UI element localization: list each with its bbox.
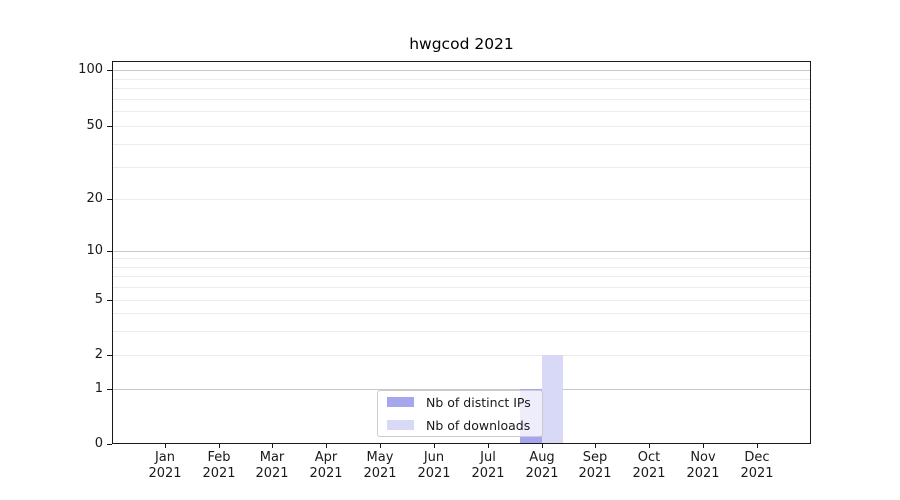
y-gridline-minor bbox=[113, 276, 810, 278]
y-tick-label: 1 bbox=[94, 381, 103, 396]
x-tick-mark bbox=[165, 444, 166, 448]
legend: Nb of distinct IPs Nb of downloads bbox=[377, 390, 543, 437]
x-tick-label: Jul 2021 bbox=[471, 450, 505, 481]
y-gridline-minor bbox=[113, 111, 810, 113]
legend-item-downloads: Nb of downloads bbox=[387, 415, 542, 436]
x-tick-label: Aug 2021 bbox=[525, 450, 559, 481]
y-tick-label: 5 bbox=[94, 292, 103, 307]
legend-label-distinct-ips: Nb of distinct IPs bbox=[426, 394, 531, 410]
x-tick-mark bbox=[703, 444, 704, 448]
y-gridline-minor bbox=[113, 330, 810, 332]
y-tick-mark bbox=[107, 444, 112, 445]
y-gridline-minor bbox=[113, 78, 810, 80]
y-gridline-major bbox=[113, 70, 810, 71]
x-tick-mark bbox=[219, 444, 220, 448]
plot-area: Nb of distinct IPs Nb of downloads bbox=[112, 61, 811, 444]
legend-label-downloads: Nb of downloads bbox=[426, 417, 531, 433]
x-tick-label: Jun 2021 bbox=[417, 450, 451, 481]
x-tick-mark bbox=[595, 444, 596, 448]
y-gridline-minor bbox=[113, 98, 810, 100]
x-tick-label: Oct 2021 bbox=[632, 450, 666, 481]
x-tick-mark bbox=[757, 444, 758, 448]
y-gridline-minor bbox=[113, 199, 810, 200]
x-tick-mark bbox=[326, 444, 327, 448]
y-gridline-minor bbox=[113, 287, 810, 289]
x-tick-mark bbox=[434, 444, 435, 448]
y-tick-label: 20 bbox=[86, 191, 103, 206]
x-tick-label: Apr 2021 bbox=[309, 450, 343, 481]
x-tick-label: May 2021 bbox=[363, 450, 397, 481]
x-tick-label: Sep 2021 bbox=[578, 450, 612, 481]
y-gridline-minor bbox=[113, 88, 810, 90]
y-tick-mark bbox=[107, 300, 112, 301]
y-tick-label: 100 bbox=[78, 62, 103, 77]
x-tick-mark bbox=[649, 444, 650, 448]
y-gridline-minor bbox=[113, 300, 810, 301]
y-tick-label: 50 bbox=[86, 118, 103, 133]
y-gridline-minor bbox=[113, 258, 810, 260]
x-tick-label: Feb 2021 bbox=[202, 450, 236, 481]
chart-title: hwgcod 2021 bbox=[409, 35, 514, 53]
legend-swatch-distinct-ips bbox=[387, 397, 414, 407]
legend-swatch-downloads bbox=[387, 420, 414, 430]
y-gridline-major bbox=[113, 251, 810, 252]
y-tick-mark bbox=[107, 389, 112, 390]
y-gridline-minor bbox=[113, 355, 810, 356]
y-gridline-minor bbox=[113, 126, 810, 127]
bar-downloads bbox=[541, 354, 563, 443]
x-tick-mark bbox=[272, 444, 273, 448]
y-tick-mark bbox=[107, 355, 112, 356]
y-tick-label: 10 bbox=[86, 243, 103, 258]
x-tick-label: Mar 2021 bbox=[255, 450, 289, 481]
x-tick-label: Dec 2021 bbox=[740, 450, 774, 481]
legend-item-distinct-ips: Nb of distinct IPs bbox=[387, 392, 542, 413]
y-tick-mark bbox=[107, 251, 112, 252]
y-tick-label: 2 bbox=[94, 347, 103, 362]
x-tick-label: Jan 2021 bbox=[148, 450, 182, 481]
x-tick-mark bbox=[488, 444, 489, 448]
y-tick-label: 0 bbox=[94, 436, 103, 451]
y-tick-mark bbox=[107, 126, 112, 127]
y-tick-mark bbox=[107, 199, 112, 200]
y-tick-mark bbox=[107, 70, 112, 71]
x-tick-mark bbox=[380, 444, 381, 448]
y-gridline-minor bbox=[113, 313, 810, 315]
y-gridline-major bbox=[113, 389, 810, 390]
y-gridline-minor bbox=[113, 266, 810, 268]
x-tick-mark bbox=[542, 444, 543, 448]
y-gridline-minor bbox=[113, 166, 810, 168]
y-gridline-minor bbox=[113, 143, 810, 145]
x-tick-label: Nov 2021 bbox=[686, 450, 720, 481]
